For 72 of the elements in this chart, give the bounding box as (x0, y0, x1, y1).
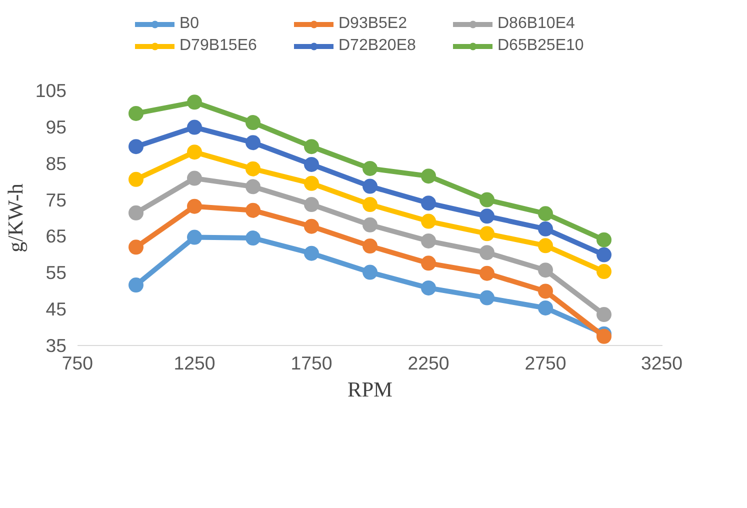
point (362, 238, 378, 254)
point (480, 245, 494, 260)
point (187, 198, 202, 214)
point (421, 168, 436, 184)
point (480, 226, 494, 242)
legend-label: B0 (180, 15, 200, 33)
point (596, 247, 612, 262)
point (421, 280, 436, 296)
point (480, 192, 494, 208)
point (246, 135, 260, 150)
point (246, 161, 260, 176)
point (480, 208, 494, 224)
legend-label: D93B5E2 (338, 15, 408, 33)
point (362, 178, 378, 194)
point (246, 230, 260, 246)
point (304, 156, 319, 172)
y-tick-label: 95 (46, 116, 67, 138)
point (187, 230, 202, 245)
x-tick-label: 1750 (290, 352, 332, 374)
point (128, 106, 144, 121)
point (128, 205, 144, 220)
point (362, 197, 378, 212)
point (187, 144, 202, 160)
legend-label: D72B20E8 (338, 37, 417, 55)
x-tick-label: 3250 (640, 352, 683, 374)
point (304, 197, 319, 212)
point (538, 262, 553, 278)
point (480, 290, 494, 306)
point (538, 238, 553, 254)
point (128, 172, 144, 187)
point (596, 307, 612, 322)
point (187, 94, 202, 110)
point (362, 217, 378, 232)
point (421, 214, 436, 229)
point (246, 179, 260, 194)
x-tick-label: 1250 (174, 352, 216, 374)
point (421, 256, 436, 271)
point (480, 266, 494, 281)
point (187, 120, 202, 135)
y-axis-title: g/KW-h (3, 183, 28, 252)
y-tick-label: 65 (46, 226, 67, 247)
point (246, 202, 260, 218)
x-tick-label: 2750 (524, 352, 566, 374)
y-tick-label: 105 (35, 80, 67, 101)
point (128, 278, 144, 293)
point (362, 264, 378, 280)
point (596, 232, 612, 248)
y-tick-label: 85 (46, 152, 67, 174)
point (596, 264, 612, 280)
point (362, 160, 378, 176)
point (421, 233, 436, 248)
point (421, 196, 436, 211)
x-tick-label: 2250 (408, 352, 450, 374)
point (187, 170, 202, 186)
y-tick-label: 55 (46, 262, 67, 284)
point (128, 240, 144, 255)
point (304, 246, 319, 261)
point (246, 115, 260, 130)
point (538, 284, 553, 299)
point (128, 139, 144, 154)
point (538, 221, 553, 236)
legend-label: D65B25E10 (498, 37, 585, 55)
point (304, 176, 319, 191)
point (304, 139, 319, 154)
x-axis-title: RPM (347, 378, 393, 402)
y-tick-label: 75 (46, 189, 67, 210)
point (304, 218, 319, 234)
legend-label: D86B10E4 (498, 15, 576, 33)
point (538, 300, 553, 316)
legend-label: D79B15E6 (180, 37, 258, 55)
point (538, 206, 553, 222)
y-tick-label: 45 (46, 298, 67, 320)
